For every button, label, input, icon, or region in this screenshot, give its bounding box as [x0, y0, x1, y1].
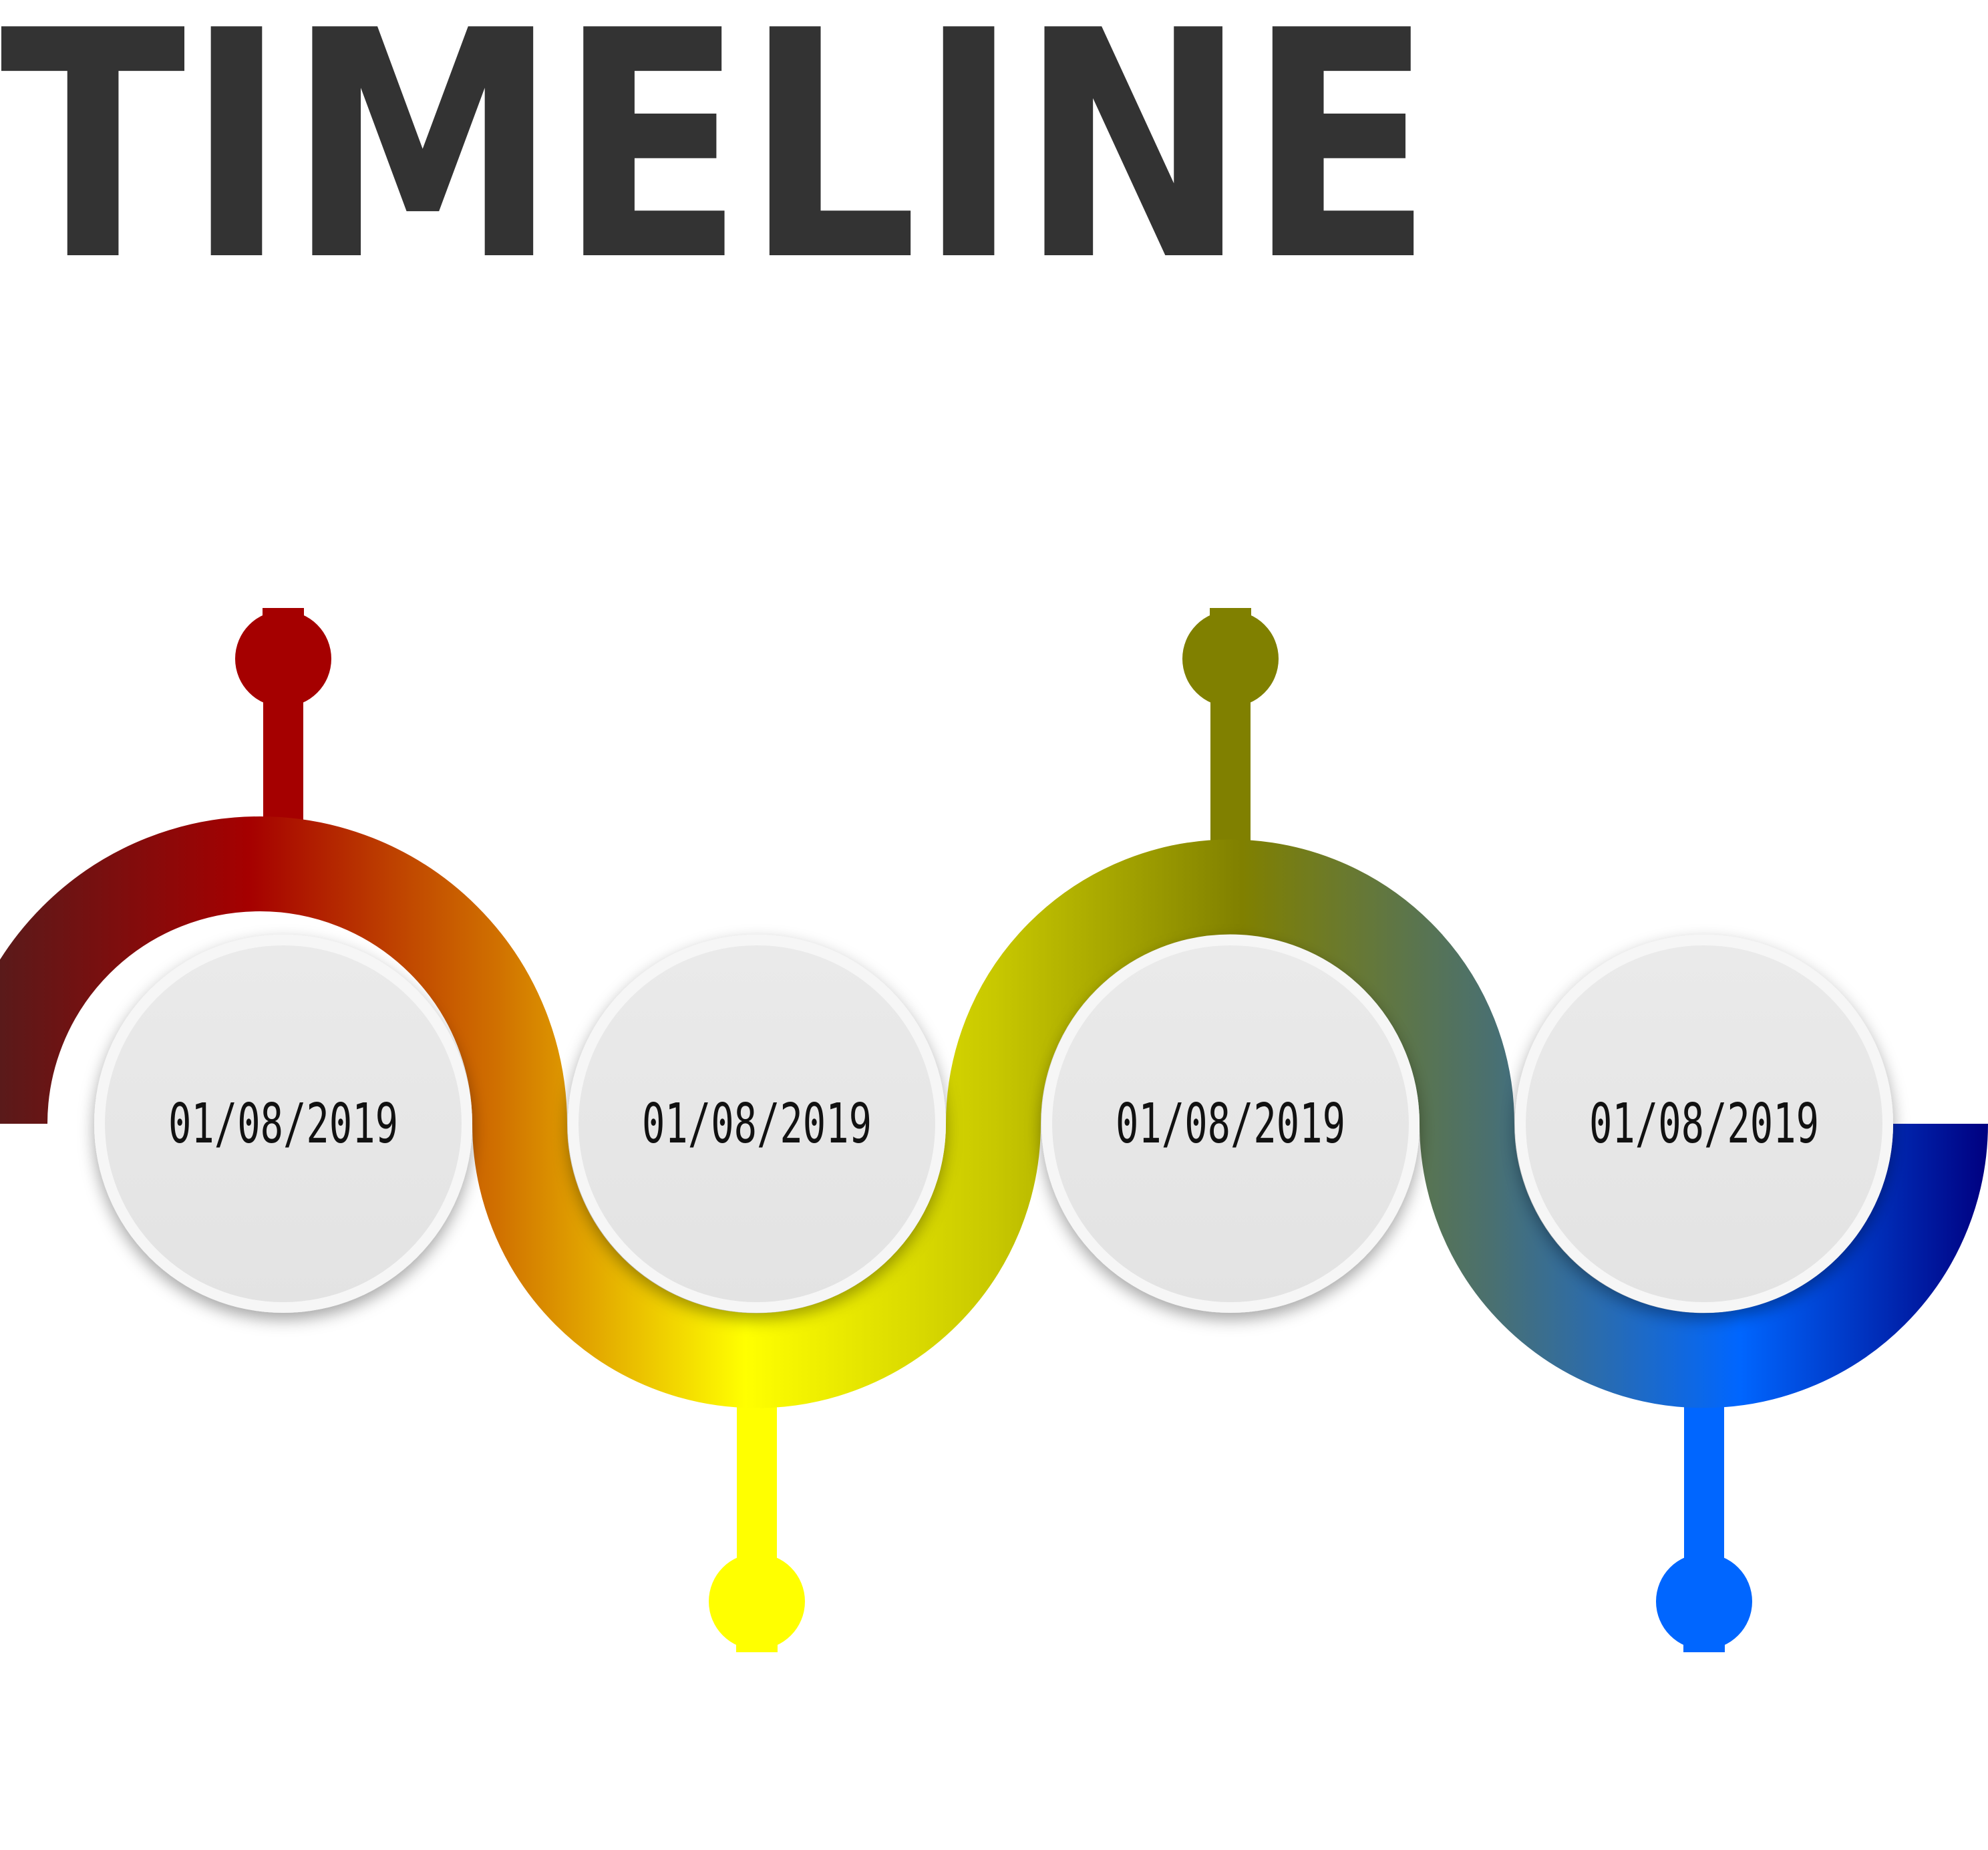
milestone-date: 01/08/2019: [642, 1092, 872, 1156]
milestone-date: 01/08/2019: [1589, 1092, 1819, 1156]
pin-dot: [709, 1553, 805, 1650]
pin-dot: [1182, 611, 1279, 707]
milestone-card-2: 01/08/2019: [568, 935, 946, 1313]
page-title: TIMELINE: [0, 0, 1434, 329]
timeline-wave: [0, 816, 1988, 1408]
milestone-card-3: 01/08/2019: [1041, 935, 1420, 1313]
card-face: [578, 945, 935, 1302]
card-face: [1526, 945, 1882, 1302]
pin-dot: [235, 611, 331, 707]
milestone-date: 01/08/2019: [1116, 1092, 1345, 1156]
milestone-card-1: 01/08/2019: [94, 935, 472, 1313]
card-face: [105, 945, 462, 1302]
pin-cap: [1683, 1643, 1725, 1652]
milestone-card-4: 01/08/2019: [1515, 935, 1893, 1313]
card-face: [1052, 945, 1409, 1302]
milestone-date: 01/08/2019: [168, 1092, 398, 1156]
pin-cap: [263, 608, 304, 617]
milestone-cards: 01/08/2019 01/08/2019 01/08/2019 01/08/2019: [94, 935, 1893, 1313]
pin-dot: [1656, 1553, 1752, 1650]
pin-cap: [736, 1643, 778, 1652]
pin-cap: [1210, 608, 1251, 617]
